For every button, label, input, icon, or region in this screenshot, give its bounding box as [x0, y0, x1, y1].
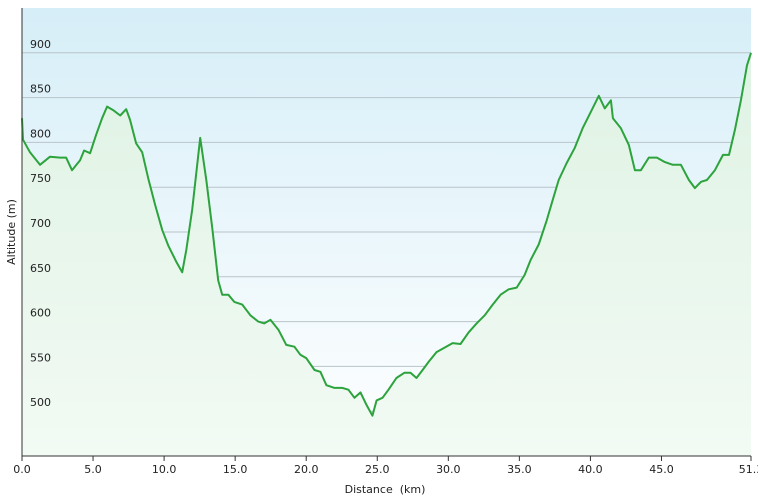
y-tick-label: 900 — [30, 38, 51, 51]
x-tick-label: 25.0 — [365, 463, 390, 476]
x-tick-label: 30.0 — [436, 463, 461, 476]
y-tick-label: 500 — [30, 396, 51, 409]
x-tick-label: 10.0 — [152, 463, 177, 476]
x-tick-label: 51.3 — [739, 463, 758, 476]
y-tick-label: 800 — [30, 127, 51, 140]
y-tick-label: 600 — [30, 307, 51, 320]
y-tick-label: 850 — [30, 83, 51, 96]
y-tick-label: 750 — [30, 172, 51, 185]
y-tick-label: 700 — [30, 217, 51, 230]
x-tick-label: 45.0 — [649, 463, 674, 476]
y-tick-label: 550 — [30, 351, 51, 364]
x-tick-label: 20.0 — [294, 463, 319, 476]
x-axis-title: Distance (km) — [345, 483, 426, 496]
y-tick-label: 650 — [30, 262, 51, 275]
x-tick-label: 35.0 — [507, 463, 532, 476]
elevation-line — [21, 52, 752, 417]
x-tick-label: 5.0 — [84, 463, 102, 476]
x-tick-label: 40.0 — [578, 463, 603, 476]
area-fill — [22, 52, 751, 457]
x-tick-label: 15.0 — [223, 463, 248, 476]
y-axis-title: Altitude (m) — [5, 199, 18, 265]
x-tick-label: 0.0 — [13, 463, 31, 476]
